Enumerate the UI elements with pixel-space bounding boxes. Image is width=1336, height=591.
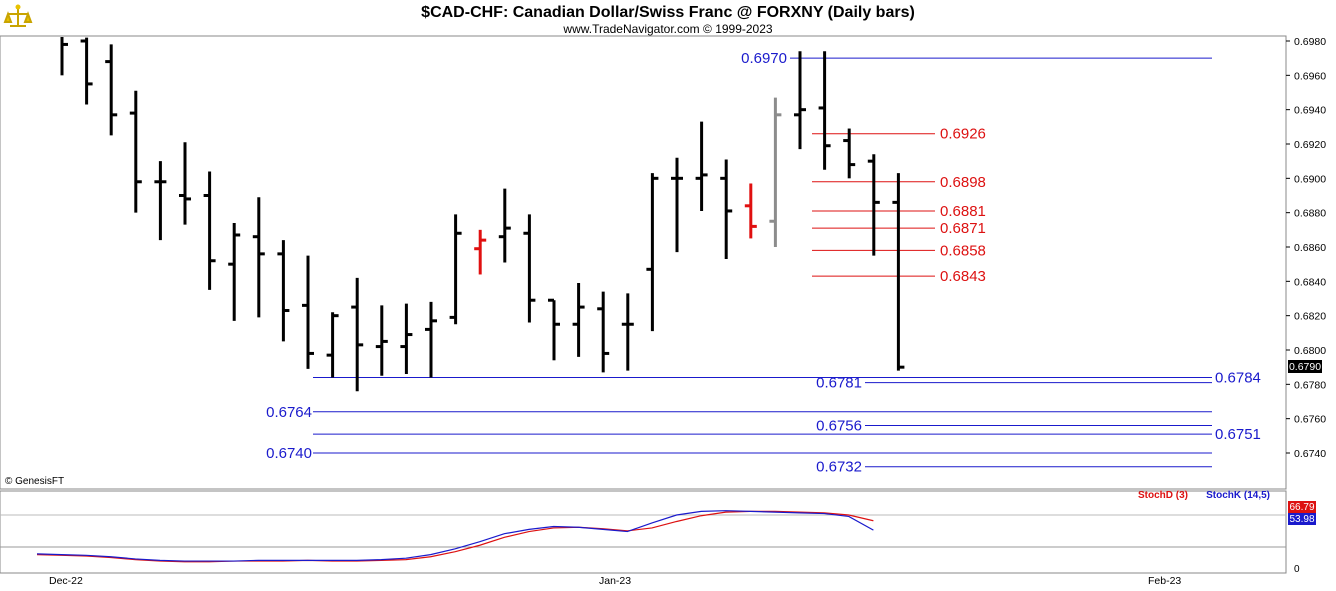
y-tick-label: 0.6780: [1294, 379, 1326, 391]
ohlc-bar: [498, 188, 511, 263]
ohlc-bar: [892, 173, 905, 371]
ohlc-bar: [671, 157, 683, 253]
resistance-label: 0.6881: [940, 203, 986, 220]
ohlc-bar: [252, 197, 265, 318]
support-label: 0.6764: [266, 404, 312, 421]
ohlc-bar: [572, 283, 585, 357]
price-levels: 0.6970 0.6781 0.6784 0.6764 0.6756 0.6751 0.67…: [266, 50, 1261, 476]
y-tick-label: 0.6880: [1294, 208, 1326, 220]
stoch-zero-label: 0: [1294, 564, 1300, 575]
stochk-line: [36, 510, 874, 562]
stochastic-lines: [36, 510, 874, 563]
y-tick-label: 0.6900: [1294, 173, 1326, 185]
ohlc-bars: [60, 37, 905, 392]
ohlc-bar: [228, 222, 241, 321]
ohlc-bar: [474, 229, 487, 275]
support-label: 0.6970: [741, 50, 787, 67]
ohlc-bar: [375, 305, 388, 376]
support-label: 0.6756: [816, 418, 862, 435]
ohlc-bar: [80, 37, 93, 105]
y-tick-label: 0.6940: [1294, 105, 1326, 117]
ohlc-bar: [277, 240, 290, 342]
ohlc-bar: [60, 37, 68, 76]
y-tick-label: 0.6840: [1294, 276, 1326, 288]
support-label: 0.6740: [266, 445, 312, 462]
support-label: 0.6732: [816, 459, 862, 476]
ohlc-bar: [646, 173, 659, 332]
ohlc-bar: [621, 293, 634, 371]
support-label: 0.6751: [1215, 426, 1261, 443]
ohlc-bar: [818, 51, 831, 170]
last-price-label: 0.6790: [1289, 361, 1321, 373]
ohlc-bar: [523, 214, 536, 323]
header: $CAD-CHF: Canadian Dollar/Swiss Franc @ …: [3, 3, 915, 36]
ohlc-bar: [449, 214, 462, 325]
stoch-value-boxes: 66.79 53.98 0: [1288, 501, 1316, 575]
stochk-legend: StochK (14,5): [1206, 490, 1270, 501]
ohlc-bar: [769, 97, 782, 247]
y-tick-label: 0.6920: [1294, 139, 1326, 151]
support-label: 0.6784: [1215, 369, 1261, 386]
date-label-feb: Feb-23: [1148, 575, 1181, 587]
stochd-line: [36, 510, 874, 563]
ohlc-bar: [425, 301, 437, 378]
ohlc-bar: [744, 183, 757, 239]
y-tick-label: 0.6820: [1294, 311, 1326, 323]
main-plot-frame: [0, 35, 1287, 490]
y-tick-label: 0.6800: [1294, 345, 1326, 357]
ohlc-bar: [400, 303, 413, 375]
resistance-label: 0.6898: [940, 174, 986, 191]
resistance-label: 0.6843: [940, 268, 986, 285]
stochd-value: 66.79: [1289, 502, 1314, 513]
resistance-label: 0.6871: [940, 220, 986, 237]
genesis-logo-icon: [3, 3, 33, 33]
ohlc-bar: [105, 44, 118, 136]
ohlc-bar: [154, 161, 167, 241]
ohlc-bar: [597, 291, 610, 373]
support-label: 0.6781: [816, 375, 862, 392]
y-tick-label: 0.6740: [1294, 448, 1326, 460]
ohlc-bar: [302, 255, 314, 369]
date-label-jan: Jan-23: [599, 575, 631, 587]
resistance-label: 0.6926: [940, 126, 986, 143]
price-axis: 0.6980 0.6960 0.6940 0.6920 0.6900 0.6880 0.68…: [1286, 36, 1326, 460]
y-tick-label: 0.6980: [1294, 36, 1326, 48]
ohlc-bar: [548, 298, 560, 361]
chart-title: $CAD-CHF: Canadian Dollar/Swiss Franc @ …: [421, 4, 915, 21]
date-label-dec: Dec-22: [49, 575, 83, 587]
chart-subtitle: www.TradeNavigator.com © 1999-2023: [562, 22, 772, 36]
ohlc-bar: [695, 121, 708, 211]
ohlc-bar: [179, 142, 191, 225]
copyright-label: © GenesisFT: [5, 476, 64, 487]
last-price-box: 0.6790: [1288, 360, 1322, 373]
ohlc-bar: [326, 312, 339, 378]
ohlc-bar: [129, 90, 142, 213]
ohlc-bar: [203, 171, 216, 290]
ohlc-bar: [867, 154, 880, 256]
y-tick-label: 0.6860: [1294, 242, 1326, 254]
ohlc-bar: [720, 159, 733, 260]
date-axis: Dec-22 Jan-23 Feb-23: [49, 575, 1181, 587]
ohlc-bar: [794, 51, 806, 150]
y-tick-label: 0.6960: [1294, 70, 1326, 82]
stochd-legend: StochD (3): [1138, 490, 1188, 501]
stochk-value: 53.98: [1289, 514, 1314, 525]
resistance-label: 0.6858: [940, 242, 986, 259]
y-tick-label: 0.6760: [1294, 414, 1326, 426]
stochastic-frame: [0, 490, 1287, 574]
ohlc-bar: [843, 128, 856, 179]
ohlc-bar: [351, 277, 364, 392]
